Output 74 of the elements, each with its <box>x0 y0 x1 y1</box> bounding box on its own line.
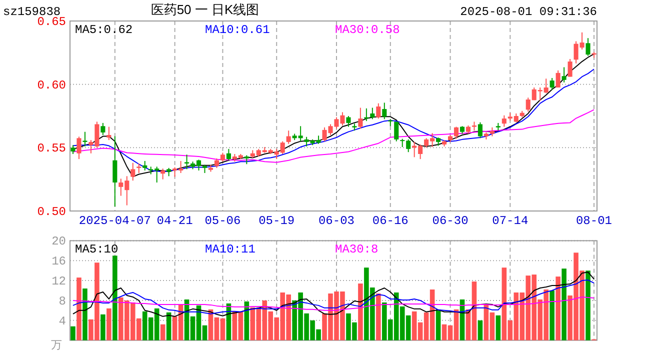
y-tick-label: 0.60 <box>37 78 66 92</box>
candlestick <box>82 131 88 147</box>
candlestick <box>550 78 554 91</box>
text: MA30:8 <box>335 242 378 257</box>
bar <box>112 256 118 340</box>
text: MA10:0.61 <box>205 23 270 37</box>
bar <box>82 288 88 340</box>
candlestick <box>394 121 399 142</box>
candlestick <box>136 163 142 174</box>
bar <box>478 320 483 340</box>
y-tick-label: 0.50 <box>37 205 66 219</box>
bar <box>550 290 554 340</box>
candlestick <box>382 102 387 120</box>
x-tick-label: 05-06 <box>204 214 241 228</box>
x-tick-label: 06-03 <box>318 214 354 228</box>
candlestick <box>370 107 375 120</box>
bar <box>586 270 590 340</box>
x-tick-label: 04-21 <box>156 214 193 228</box>
text: MA5:0.62 <box>75 23 133 37</box>
candlestick <box>376 102 381 120</box>
candlestick <box>100 122 106 136</box>
candlestick <box>556 70 560 88</box>
candlestick <box>586 38 590 56</box>
y-tick-label: 16 <box>52 254 66 269</box>
bar <box>76 278 82 340</box>
text: MA5:10 <box>75 242 118 257</box>
text: MA30:0.58 <box>335 23 400 37</box>
candlestick <box>454 126 459 140</box>
candlestick <box>184 154 190 170</box>
bar <box>436 309 441 340</box>
bar <box>376 293 381 340</box>
candlestick <box>76 136 82 160</box>
bar <box>166 312 172 340</box>
bar <box>358 284 363 340</box>
candlestick <box>562 66 566 83</box>
y-tick-label: 4 <box>58 314 66 328</box>
text: MA10:11 <box>205 242 256 257</box>
bar <box>106 308 112 340</box>
x-tick-label: 2025-04-07 <box>78 214 151 228</box>
bar <box>100 314 106 340</box>
candlestick <box>226 148 231 161</box>
y-tick-label: 20 <box>52 234 66 249</box>
line-series <box>72 68 595 172</box>
x-tick-label: 06-16 <box>372 214 408 228</box>
candlestick <box>568 58 572 78</box>
candlestick <box>346 116 351 128</box>
bar <box>70 326 76 340</box>
candlestick <box>478 122 482 139</box>
bar <box>496 315 501 340</box>
candlestick <box>286 130 291 144</box>
x-tick-label: 06-30 <box>432 214 468 228</box>
line-series <box>72 272 595 317</box>
bar <box>160 324 166 340</box>
line-series <box>72 280 595 314</box>
line-series <box>72 296 595 311</box>
candlestick <box>214 158 219 168</box>
chart-title: 医药50 一 日K线图 <box>150 2 260 17</box>
candlestick <box>142 160 148 171</box>
x-tick-label: 07-14 <box>492 214 528 228</box>
candlestick <box>106 126 112 141</box>
candlestick <box>502 114 506 128</box>
y-tick-label: 12 <box>52 274 66 289</box>
candlestick <box>160 168 166 180</box>
y-tick-label: 0.65 <box>37 15 66 29</box>
bar <box>556 276 560 340</box>
candlestick <box>358 107 363 130</box>
bar <box>562 268 566 340</box>
y-axis-title: 万 <box>51 339 62 352</box>
candlestick <box>130 162 136 182</box>
y-tick-label: 8 <box>58 294 66 308</box>
x-tick-label: 05-19 <box>258 214 295 228</box>
x-tick-label: 08-01 <box>576 214 612 228</box>
text: 2025-08-01 09:31:36 <box>460 5 597 19</box>
y-tick-label: 0.55 <box>37 142 66 156</box>
